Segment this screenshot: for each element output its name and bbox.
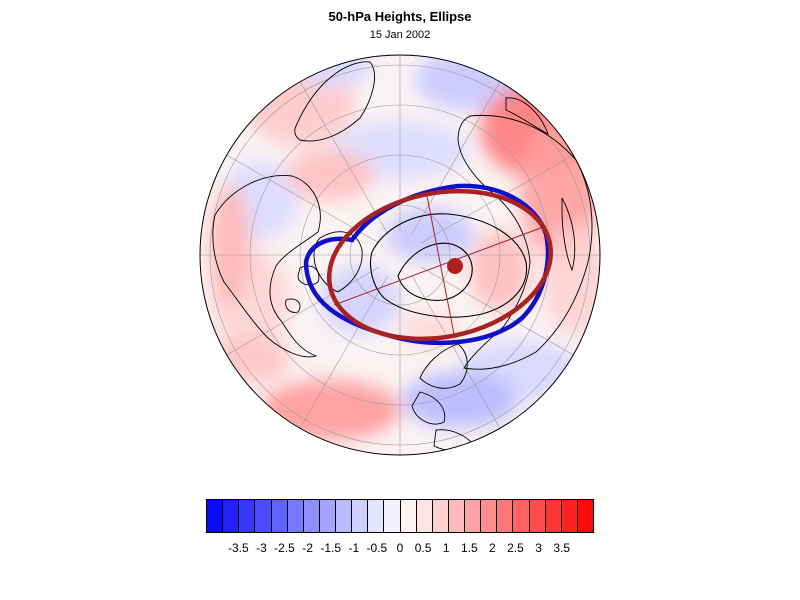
colorbar-cell bbox=[287, 500, 304, 532]
longitude-line bbox=[226, 266, 380, 356]
map-title: 50-hPa Heights, Ellipse bbox=[328, 9, 472, 24]
longitude-line bbox=[411, 275, 501, 429]
colorbar-cell bbox=[416, 500, 433, 532]
colorbar-tick-label: -1 bbox=[348, 541, 360, 555]
colorbar-tick-label: -2 bbox=[302, 541, 313, 555]
colorbar-cell bbox=[336, 500, 353, 532]
coastline-arctic-archipelago bbox=[285, 265, 320, 313]
colorbar-tick-label: 3 bbox=[535, 541, 542, 555]
colorbar-tick-label: -1.5 bbox=[320, 541, 342, 555]
coastlines bbox=[212, 61, 593, 452]
colorbar-cell bbox=[529, 500, 546, 532]
colorbar-cell bbox=[352, 500, 369, 532]
colorbar-cell bbox=[497, 500, 514, 532]
colorbar bbox=[206, 499, 594, 533]
colorbar-cell bbox=[368, 500, 385, 532]
anomaly-region bbox=[470, 230, 530, 310]
colorbar-cell bbox=[481, 500, 498, 532]
colorbar-tick-label: -0.5 bbox=[366, 541, 388, 555]
coastline-eurasia bbox=[457, 114, 593, 370]
colorbar-cell bbox=[384, 500, 401, 532]
map-border bbox=[199, 54, 601, 456]
colorbar-tick-label: 0.5 bbox=[414, 541, 432, 555]
map-disk bbox=[200, 55, 600, 455]
colorbar-tick-label: 2 bbox=[489, 541, 496, 555]
colorbar-tick-label: -2.5 bbox=[274, 541, 295, 555]
colorbar-tick-label: -3 bbox=[256, 541, 267, 555]
colorbar-tick-label: 1.5 bbox=[460, 541, 478, 555]
colorbar-tick-label: 2.5 bbox=[507, 541, 524, 555]
longitude-line bbox=[299, 275, 389, 429]
colorbar-cell bbox=[513, 500, 530, 532]
coastline-pacific-edge bbox=[294, 61, 375, 142]
colorbar-cell bbox=[432, 500, 449, 532]
anomaly-region bbox=[386, 207, 474, 263]
longitude-line bbox=[299, 81, 389, 235]
coastline-asia-east bbox=[505, 97, 576, 272]
ellipse-center-marker bbox=[447, 258, 463, 274]
longitude-line bbox=[420, 154, 574, 244]
colorbar-tick-label: 3.5 bbox=[553, 541, 570, 555]
ellipse-major-axis bbox=[333, 225, 547, 306]
colorbar-cell bbox=[561, 500, 578, 532]
anomaly-region bbox=[402, 372, 518, 428]
longitude-line bbox=[411, 81, 501, 235]
colorbar-labels: -3.5 -3 -2.5 -2 -1.5 -1 -0.5 0 0.5 1 1.5 2 2.5 3 3.5 bbox=[0, 541, 800, 559]
fitted-ellipse bbox=[326, 188, 554, 342]
anomaly-region bbox=[543, 225, 600, 335]
colorbar-cell bbox=[577, 500, 593, 532]
anomaly-region bbox=[260, 380, 400, 440]
colorbar-cell bbox=[303, 500, 320, 532]
height-contours bbox=[369, 213, 528, 318]
colorbar-cell bbox=[465, 500, 482, 532]
height-contour-outer bbox=[369, 213, 528, 318]
colorbar-cell bbox=[223, 500, 240, 532]
coastline-europe bbox=[411, 343, 468, 425]
colorbar-cell bbox=[207, 500, 224, 532]
colorbar-tick-label: 1 bbox=[442, 541, 450, 555]
coastline-north-america bbox=[212, 174, 321, 358]
height-contour-inner bbox=[397, 242, 473, 301]
colorbar-cell bbox=[239, 500, 256, 532]
colorbar-tick-label: 0 bbox=[396, 541, 404, 555]
anomaly-region bbox=[297, 55, 373, 88]
map-date-subtitle: 15 Jan 2002 bbox=[369, 29, 431, 41]
lat-lon-grid bbox=[200, 55, 600, 455]
colorbar-cell bbox=[448, 500, 465, 532]
colorbar-cell bbox=[255, 500, 272, 532]
colorbar-tick-label: -3.5 bbox=[227, 541, 249, 555]
colorbar-cell bbox=[400, 500, 417, 532]
anomaly-region bbox=[210, 185, 250, 305]
colorbar-cell bbox=[545, 500, 562, 532]
anomaly-region bbox=[210, 336, 290, 384]
ellipse-minor-axis bbox=[426, 195, 455, 335]
colorbar-cell bbox=[271, 500, 288, 532]
anomaly-region bbox=[286, 149, 374, 201]
colorbar-cell bbox=[319, 500, 336, 532]
ellipse-outline bbox=[326, 188, 554, 342]
